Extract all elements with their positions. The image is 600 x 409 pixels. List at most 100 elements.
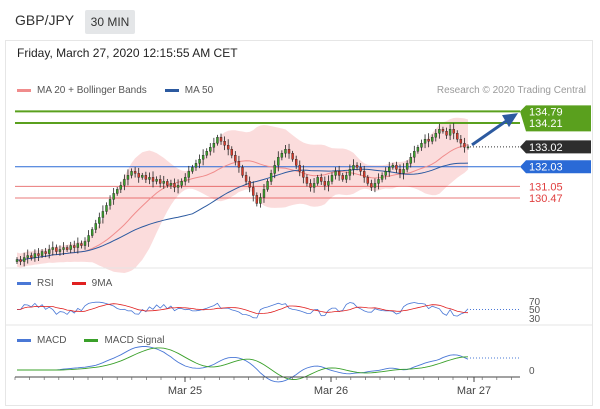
legend-label-9ma: 9MA xyxy=(91,278,113,289)
candle xyxy=(459,135,463,148)
macd-panel: 0 xyxy=(17,346,535,383)
rsi-9ma-line xyxy=(16,303,469,315)
level-label-support: 131.05 xyxy=(529,181,563,193)
legend-label-rsi: RSI xyxy=(37,278,54,289)
candle xyxy=(370,179,373,191)
candle xyxy=(466,144,470,150)
candle xyxy=(234,151,237,166)
candle xyxy=(69,241,72,254)
candle xyxy=(377,173,380,190)
candle xyxy=(108,195,112,210)
candle xyxy=(76,237,80,254)
candle xyxy=(341,172,344,182)
candle xyxy=(176,179,180,194)
candle xyxy=(187,165,190,183)
candle xyxy=(90,227,94,238)
rsi-legend: RSI 9MA xyxy=(17,278,112,289)
candle xyxy=(244,171,248,185)
candle xyxy=(162,175,165,189)
candle xyxy=(55,244,58,255)
candle xyxy=(155,176,158,185)
legend-swatch-ma50 xyxy=(164,89,179,92)
candle xyxy=(327,175,330,192)
candle xyxy=(359,163,362,176)
legend-swatch-9ma xyxy=(71,282,86,285)
candle xyxy=(126,169,130,186)
candle xyxy=(62,242,65,255)
candle xyxy=(427,133,430,148)
candle xyxy=(405,160,409,173)
ma50-line xyxy=(16,162,469,262)
candle xyxy=(463,137,466,153)
level-tag xyxy=(520,105,591,132)
candle xyxy=(216,134,219,146)
legend-swatch-rsi xyxy=(17,282,31,285)
candle xyxy=(119,181,122,193)
candle xyxy=(384,167,387,180)
candle xyxy=(252,181,255,202)
candle xyxy=(158,175,162,188)
timeframe-badge[interactable]: 30 MIN xyxy=(85,10,135,34)
candle xyxy=(98,212,101,229)
bollinger-band xyxy=(17,117,468,273)
candle xyxy=(230,146,233,159)
candle xyxy=(448,124,452,141)
candle xyxy=(101,205,105,224)
instrument-symbol: GBP/JPY xyxy=(15,12,75,28)
level-label-pivot: 132.03 xyxy=(529,162,563,174)
ma20-line xyxy=(16,144,469,262)
candle xyxy=(30,252,33,261)
candle xyxy=(352,159,355,176)
candle xyxy=(330,172,334,185)
candle xyxy=(191,164,194,174)
candle xyxy=(141,172,144,180)
candle xyxy=(184,173,187,186)
rsi-line xyxy=(16,301,469,319)
candle xyxy=(323,176,327,191)
candle xyxy=(201,149,205,166)
candle xyxy=(298,160,301,177)
candle xyxy=(309,179,312,192)
candle xyxy=(116,186,119,196)
candle xyxy=(312,177,316,193)
candle xyxy=(456,130,459,143)
rsi-level-label: 70 xyxy=(529,297,541,308)
candle xyxy=(395,161,398,173)
candle xyxy=(248,176,251,193)
candle xyxy=(173,178,176,193)
candle xyxy=(212,137,216,153)
rsi-level-label: 30 xyxy=(529,314,541,325)
candle xyxy=(334,167,337,180)
candle xyxy=(130,168,133,179)
candle xyxy=(22,252,26,267)
candle xyxy=(409,153,412,168)
candle xyxy=(262,183,266,203)
candle xyxy=(434,129,437,142)
research-credit: Research © 2020 Trading Central xyxy=(436,85,586,96)
forecast-arrow-head xyxy=(502,113,518,128)
candle xyxy=(26,249,29,264)
candle xyxy=(223,136,226,151)
candle xyxy=(123,174,126,191)
candle xyxy=(83,237,87,250)
candle xyxy=(148,172,151,185)
candles xyxy=(15,123,470,267)
candle xyxy=(241,164,244,178)
forecast-arrow xyxy=(471,113,518,147)
candle xyxy=(373,178,377,193)
candle xyxy=(284,145,287,158)
candle xyxy=(169,179,173,189)
candle xyxy=(402,163,405,180)
candle xyxy=(363,165,366,183)
legend-label-ma50: MA 50 xyxy=(184,85,214,96)
candle xyxy=(255,192,259,207)
candle xyxy=(209,143,212,156)
candle xyxy=(277,151,280,172)
candle xyxy=(198,154,201,169)
candle xyxy=(65,245,69,252)
candle xyxy=(295,155,298,169)
candle xyxy=(80,240,83,249)
candle xyxy=(320,173,323,185)
x-tick-label: Mar 27 xyxy=(457,385,491,397)
rsi-level-label: 50 xyxy=(529,305,541,316)
